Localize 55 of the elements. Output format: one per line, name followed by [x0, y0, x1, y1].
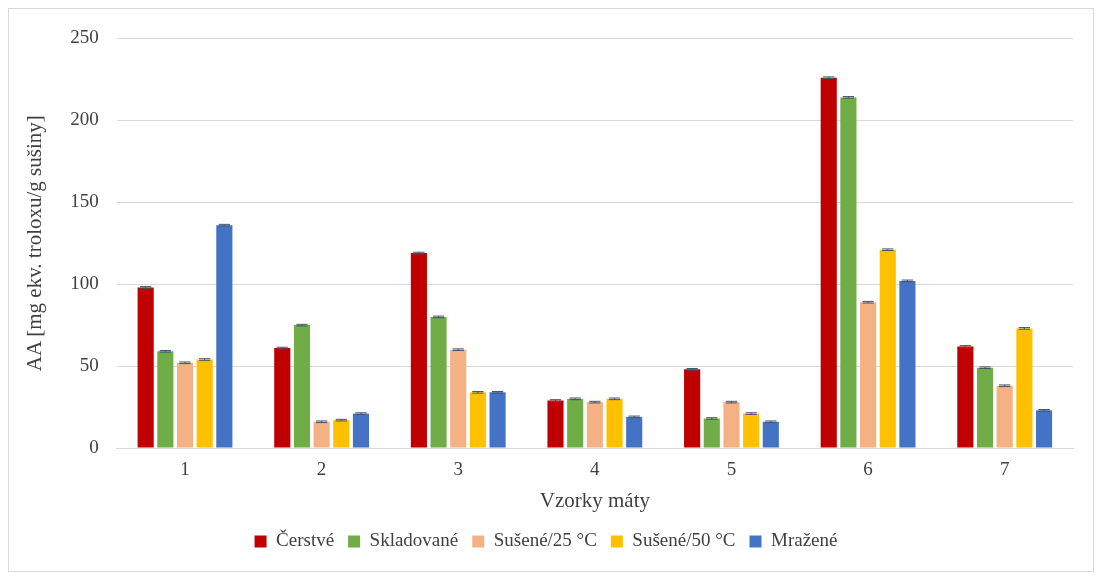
y-axis-title: AA [mg ekv. troloxu/g sušiny]: [22, 115, 47, 372]
x-tick-label: 5: [726, 458, 737, 480]
bar: [820, 77, 837, 448]
x-tick-label: 2: [316, 458, 327, 480]
bar: [586, 402, 603, 448]
legend-label: Sušené/50 °C: [632, 529, 736, 551]
x-tick-label: 3: [453, 458, 463, 480]
y-tick-label: 200: [70, 108, 99, 130]
bar: [684, 369, 701, 448]
legend-label: Čerstvé: [276, 529, 335, 551]
bar: [567, 398, 584, 448]
bar: [996, 385, 1013, 448]
bar: [469, 392, 486, 448]
legend-label: Sušené/25 °C: [493, 529, 597, 551]
legend-label: Skladované: [369, 529, 459, 551]
bar: [703, 418, 720, 448]
bar: [430, 316, 447, 448]
bar: [743, 413, 760, 448]
bar: [762, 421, 779, 448]
bar: [274, 348, 291, 448]
bar: [450, 349, 467, 448]
bar: [313, 421, 330, 448]
bar: [333, 420, 350, 448]
legend-label: Mražené: [770, 529, 838, 551]
y-tick-label: 50: [79, 354, 99, 376]
bar: [137, 287, 154, 448]
bar: [1016, 328, 1033, 448]
y-tick-label: 0: [89, 435, 99, 457]
x-axis-title: Vzorky máty: [539, 487, 651, 512]
bar: [879, 249, 896, 448]
x-tick-label: 1: [180, 458, 190, 480]
bar: [410, 253, 427, 448]
y-tick-label: 150: [70, 190, 99, 212]
bar: [1035, 410, 1053, 448]
bar: [840, 97, 857, 448]
bar: [352, 413, 370, 448]
bar: [196, 359, 213, 448]
bar: [957, 346, 974, 448]
bar: [606, 398, 623, 448]
x-tick-label: 7: [999, 458, 1010, 480]
bar: [293, 325, 311, 448]
bar: [547, 400, 564, 448]
bar: [723, 402, 740, 448]
bar: [626, 416, 643, 448]
y-tick-label: 250: [70, 26, 99, 48]
bar: [899, 280, 916, 448]
bar: [216, 225, 233, 448]
bar: [976, 367, 994, 448]
x-tick-label: 4: [590, 458, 601, 480]
x-tick-label: 6: [863, 458, 873, 480]
bar: [176, 362, 194, 448]
y-tick-label: 100: [70, 272, 99, 294]
bar: [860, 302, 877, 448]
bar: [489, 392, 506, 448]
bar: [157, 351, 174, 448]
